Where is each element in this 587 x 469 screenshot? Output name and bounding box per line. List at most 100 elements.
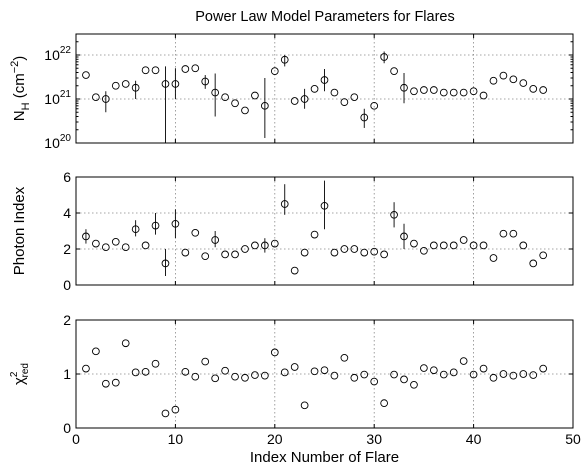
data-point — [300, 95, 309, 103]
data-point — [261, 371, 269, 380]
data-point — [539, 364, 548, 373]
data-point — [101, 379, 110, 388]
data-point — [420, 246, 428, 255]
data-point — [270, 67, 279, 75]
data-point — [211, 374, 220, 383]
data-point — [141, 367, 150, 376]
data-point — [539, 86, 548, 94]
data-point — [111, 237, 120, 246]
y-tick-label: 0 — [63, 420, 71, 436]
x-tick-label: 0 — [72, 431, 80, 447]
data-point — [280, 368, 289, 377]
data-point — [439, 370, 448, 379]
y-axis-label: χ2red — [9, 363, 31, 385]
data-point — [241, 245, 249, 253]
data-point — [151, 359, 160, 368]
data-point — [231, 250, 239, 259]
data-point — [161, 409, 170, 418]
data-point — [350, 373, 359, 382]
data-point — [439, 241, 448, 250]
y-tick-label: 6 — [63, 169, 71, 185]
data-point — [251, 371, 259, 379]
data-point — [92, 239, 100, 248]
data-point — [489, 254, 498, 262]
data-point — [82, 364, 90, 373]
data-point — [201, 252, 210, 261]
data-point — [171, 405, 180, 414]
data-point — [340, 98, 349, 106]
data-point — [101, 243, 110, 252]
data-point — [310, 367, 319, 376]
data-point — [390, 210, 398, 219]
data-point — [459, 88, 468, 97]
data-point — [280, 55, 289, 64]
data-point — [449, 241, 458, 250]
y-axis-label: NH (cm−2) — [9, 56, 32, 122]
data-point — [290, 97, 299, 105]
data-point — [509, 75, 518, 84]
data-point — [280, 200, 289, 208]
x-tick-label: 30 — [366, 431, 382, 447]
data-point — [390, 370, 398, 379]
data-point — [529, 85, 538, 93]
x-axis-label: Index Number of Flare — [250, 449, 399, 466]
data-point — [191, 228, 200, 237]
data-point — [469, 87, 478, 96]
x-tick-label: 40 — [466, 431, 482, 447]
y-tick-label: 0 — [63, 277, 71, 293]
y-tick-label: 2 — [63, 241, 71, 257]
data-point — [211, 88, 220, 97]
data-point — [519, 79, 528, 87]
data-point — [410, 87, 418, 96]
data-point — [469, 370, 478, 379]
data-point — [420, 364, 428, 372]
data-point — [131, 83, 140, 92]
data-point — [181, 248, 190, 257]
data-point — [151, 221, 160, 230]
data-point — [290, 266, 299, 275]
data-point — [191, 64, 200, 73]
data-point — [429, 241, 438, 250]
data-point — [111, 81, 120, 90]
data-point — [509, 229, 518, 238]
data-point — [479, 241, 488, 250]
data-point — [519, 370, 528, 378]
data-point — [330, 88, 339, 97]
data-point — [420, 86, 428, 94]
data-point — [201, 357, 210, 366]
data-point — [400, 83, 408, 92]
data-point — [191, 372, 200, 381]
data-point — [121, 243, 130, 252]
data-point — [499, 370, 508, 378]
data-point — [439, 88, 448, 97]
data-point — [231, 99, 239, 108]
data-point — [261, 241, 269, 250]
data-point — [320, 366, 329, 375]
data-point — [449, 368, 458, 377]
data-point — [211, 236, 220, 244]
data-point — [360, 113, 369, 122]
plot-frame — [75, 33, 574, 144]
data-point — [111, 378, 120, 387]
data-point — [221, 250, 229, 259]
data-point — [310, 230, 319, 239]
y-tick-label: 1022 — [44, 45, 71, 63]
data-point — [270, 348, 279, 357]
data-point — [380, 399, 388, 408]
data-point — [290, 363, 299, 371]
data-point — [320, 201, 329, 210]
data-point — [529, 371, 538, 379]
data-point — [181, 367, 190, 376]
x-tick-label: 50 — [565, 431, 581, 447]
data-point — [181, 65, 190, 73]
y-tick-label: 1020 — [44, 133, 71, 151]
data-point — [161, 80, 170, 88]
y-tick-label: 4 — [63, 205, 71, 221]
data-point — [121, 339, 130, 348]
data-point — [390, 67, 398, 75]
data-point — [241, 373, 249, 382]
data-point — [141, 241, 150, 250]
data-point — [340, 245, 349, 253]
